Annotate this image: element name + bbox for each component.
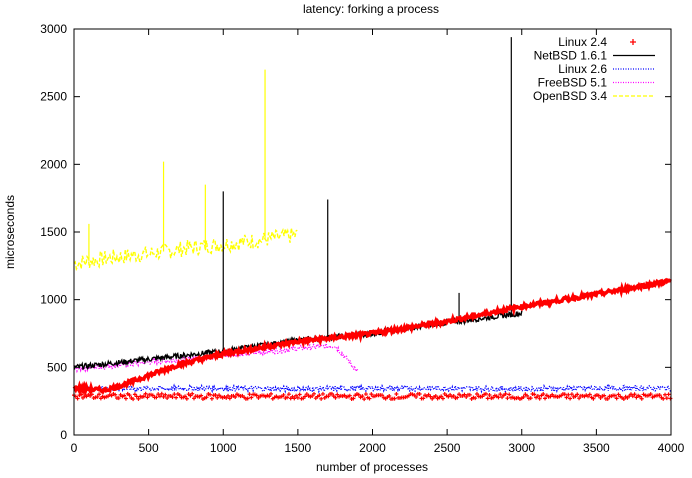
y-tick-label: 1500	[40, 225, 67, 239]
x-tick-label: 2500	[434, 441, 461, 455]
series-linux-2-6	[73, 383, 672, 395]
x-tick-label: 0	[71, 441, 78, 455]
series-linux-2-4	[72, 277, 673, 402]
y-tick-label: 1000	[40, 293, 67, 307]
x-tick-label: 500	[139, 441, 159, 455]
x-axis-label: number of processes	[316, 460, 428, 474]
series-floor-band	[72, 391, 673, 402]
y-axis-label: microseconds	[3, 195, 17, 269]
x-tick-label: 1500	[285, 441, 312, 455]
y-tick-label: 2000	[40, 157, 67, 171]
x-tick-label: 4000	[658, 441, 685, 455]
y-tick-label: 2500	[40, 90, 67, 104]
series-line	[72, 277, 672, 397]
series-openbsd-3-4	[73, 69, 298, 272]
legend-label: FreeBSD 5.1	[538, 76, 608, 90]
legend-label: OpenBSD 3.4	[533, 89, 607, 103]
legend-label: Linux 2.6	[558, 62, 607, 76]
x-tick-label: 2000	[359, 441, 386, 455]
x-tick-label: 1000	[210, 441, 237, 455]
series-line	[73, 227, 298, 272]
chart-title: latency: forking a process	[303, 2, 439, 16]
y-tick-label: 3000	[40, 22, 67, 36]
x-tick-label: 3000	[508, 441, 535, 455]
plot-area	[72, 37, 673, 402]
legend-swatch	[630, 39, 636, 45]
y-tick-label: 500	[47, 360, 67, 374]
x-tick-label: 3500	[583, 441, 610, 455]
legend-label: NetBSD 1.6.1	[534, 49, 608, 63]
y-tick-label: 0	[60, 428, 67, 442]
series-line	[73, 383, 672, 395]
legend-label: Linux 2.4	[558, 35, 607, 49]
axes: 0 500 1000 1500 2000 2500 3000 3500 4000 0 500 1000…	[40, 22, 684, 455]
